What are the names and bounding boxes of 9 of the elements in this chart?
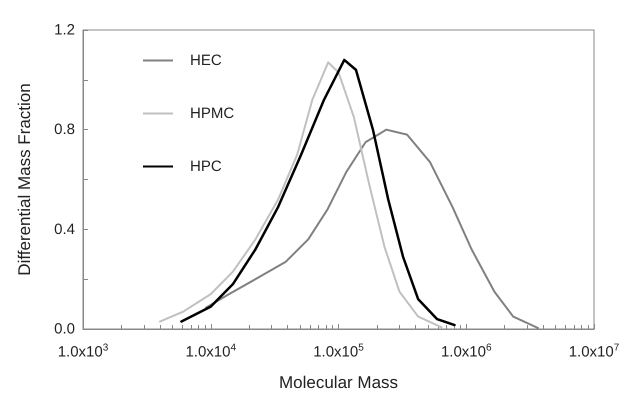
y-tick-label: 0.0 bbox=[54, 320, 75, 338]
y-tick-label: 0.4 bbox=[54, 220, 75, 238]
legend-label: HPC bbox=[190, 158, 222, 175]
y-tick-label: 0.8 bbox=[54, 121, 75, 138]
legend-label: HEC bbox=[190, 52, 222, 69]
y-tick-label: 1.2 bbox=[54, 22, 75, 38]
x-axis-title: Molecular Mass bbox=[278, 373, 398, 392]
legend-label: HPMC bbox=[190, 105, 234, 122]
y-axis-title: Differential Mass Fraction bbox=[15, 83, 34, 276]
